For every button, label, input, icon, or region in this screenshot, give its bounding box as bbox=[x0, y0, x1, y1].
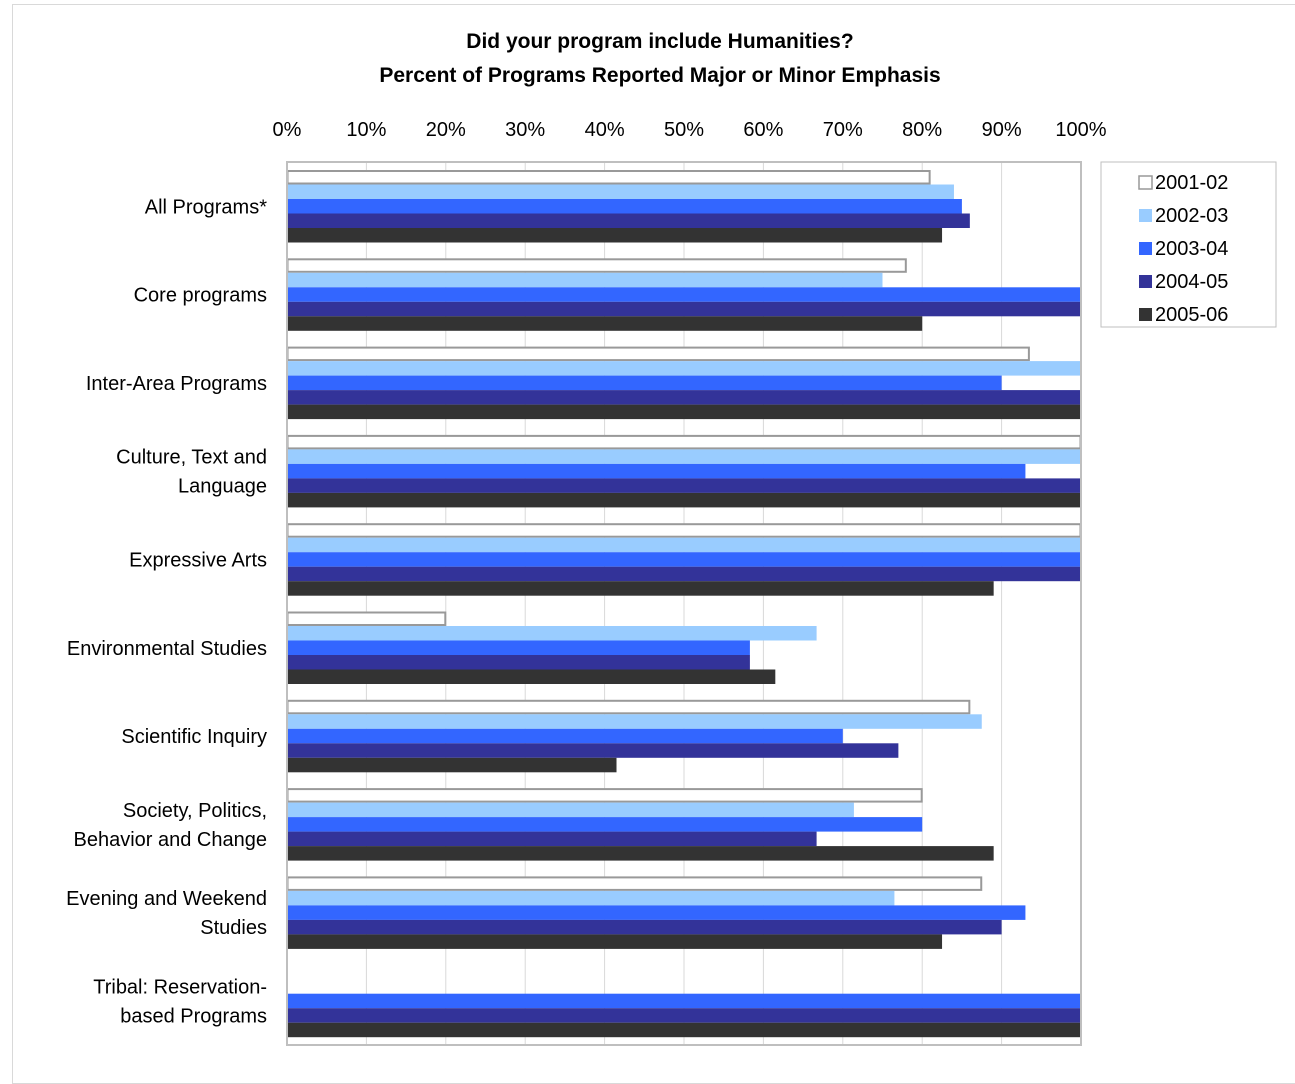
category-label: Core programs bbox=[134, 285, 267, 307]
legend-label-2003-04: 2003-04 bbox=[1155, 238, 1228, 260]
bar-2002-03-8 bbox=[287, 802, 854, 818]
bar-2005-06-4 bbox=[287, 492, 1081, 508]
bar-2004-05-8 bbox=[287, 831, 817, 847]
bar-2001-02-2 bbox=[286, 258, 907, 273]
bar-2005-06-7 bbox=[287, 757, 617, 773]
bar-2005-06-1 bbox=[287, 228, 943, 243]
bar-2004-05-7 bbox=[287, 743, 899, 758]
legend-label-2004-05: 2004-05 bbox=[1155, 271, 1228, 293]
bar-2004-05-1 bbox=[287, 213, 970, 228]
category-label: Evening and Weekend bbox=[66, 888, 267, 910]
chart-title-line-2: Percent of Programs Reported Major or Mi… bbox=[379, 64, 940, 87]
legend-label-2005-06: 2005-06 bbox=[1155, 304, 1228, 326]
bar-2002-03-6 bbox=[287, 626, 817, 641]
bar-2005-06-5 bbox=[287, 581, 994, 596]
bar-2004-05-2 bbox=[287, 301, 1081, 317]
legend: 2001-02 2002-03 2003-04 2004-05 2005-06 bbox=[1100, 161, 1277, 328]
bar-2002-03-1 bbox=[287, 184, 954, 199]
bar-2004-05-9 bbox=[287, 919, 1002, 935]
x-tick-label: 100% bbox=[1055, 119, 1106, 141]
category-label: Behavior and Change bbox=[74, 829, 267, 851]
bar-2004-05-10 bbox=[287, 1008, 1081, 1023]
legend-label-2002-03: 2002-03 bbox=[1155, 205, 1228, 227]
bar-2003-04-5 bbox=[287, 552, 1081, 567]
x-tick-label: 80% bbox=[902, 119, 942, 141]
category-label: Tribal: Reservation- bbox=[93, 976, 267, 998]
bar-2003-04-9 bbox=[287, 905, 1026, 920]
x-tick-label: 10% bbox=[346, 119, 386, 141]
bar-2005-06-10 bbox=[287, 1022, 1081, 1038]
bar-2004-05-4 bbox=[287, 478, 1081, 493]
bar-2005-06-8 bbox=[287, 846, 994, 861]
bar-2005-06-3 bbox=[287, 404, 1081, 420]
bar-2001-02-6 bbox=[286, 611, 447, 626]
chart-title-line-1: Did your program include Humanities? bbox=[466, 30, 853, 53]
bar-2001-02-9 bbox=[286, 876, 983, 891]
bar-2005-06-2 bbox=[287, 316, 923, 331]
bar-2003-04-10 bbox=[287, 993, 1081, 1009]
bars bbox=[286, 170, 1082, 1038]
x-tick-label: 70% bbox=[823, 119, 863, 141]
x-tick-label: 60% bbox=[743, 119, 783, 141]
x-tick-label: 40% bbox=[585, 119, 625, 141]
bar-2003-04-8 bbox=[287, 817, 923, 832]
bar-2004-05-6 bbox=[287, 655, 750, 670]
category-label: All Programs* bbox=[145, 196, 267, 218]
bar-2001-02-1 bbox=[286, 170, 931, 185]
bar-2003-04-6 bbox=[287, 640, 750, 655]
bar-2003-04-7 bbox=[287, 728, 843, 744]
legend-swatch-2001-02 bbox=[1138, 175, 1153, 190]
x-tick-label: 50% bbox=[664, 119, 704, 141]
bar-2001-02-3 bbox=[286, 346, 1030, 362]
category-label: Culture, Text and bbox=[116, 447, 267, 469]
x-axis-tick-labels: 0% 10% 20% 30% 40% 50% 60% 70% 80% 90% 100% bbox=[273, 119, 1107, 141]
x-tick-label: 20% bbox=[426, 119, 466, 141]
legend-swatch-2004-05 bbox=[1139, 275, 1152, 288]
bar-2005-06-9 bbox=[287, 934, 943, 949]
bar-2002-03-3 bbox=[287, 361, 1081, 376]
bar-2002-03-9 bbox=[287, 890, 895, 906]
category-label: Society, Politics, bbox=[123, 800, 267, 822]
bar-2002-03-7 bbox=[287, 714, 982, 729]
bar-2005-06-6 bbox=[287, 669, 776, 684]
legend-swatch-2002-03 bbox=[1139, 209, 1152, 222]
category-label: Studies bbox=[200, 917, 267, 939]
bar-2002-03-2 bbox=[287, 272, 883, 288]
legend-box bbox=[1100, 161, 1277, 328]
bar-2003-04-2 bbox=[287, 287, 1081, 302]
category-label: Inter-Area Programs bbox=[86, 373, 267, 395]
bar-2004-05-5 bbox=[287, 566, 1081, 582]
category-label: Environmental Studies bbox=[67, 638, 267, 660]
bar-2004-05-3 bbox=[287, 390, 1081, 405]
x-tick-label: 30% bbox=[505, 119, 545, 141]
chart-title: Did your program include Humanities? Per… bbox=[379, 30, 940, 87]
plot-area-border bbox=[286, 161, 1082, 1046]
legend-swatch-2005-06 bbox=[1139, 308, 1152, 321]
bar-2002-03-5 bbox=[287, 537, 1081, 553]
bar-2001-02-8 bbox=[286, 788, 923, 803]
bar-2003-04-4 bbox=[287, 463, 1026, 479]
x-tick-label: 90% bbox=[982, 119, 1022, 141]
legend-swatch-2003-04 bbox=[1139, 242, 1152, 255]
bar-2003-04-3 bbox=[287, 375, 1002, 391]
category-label: Language bbox=[178, 476, 267, 498]
legend-label-2001-02: 2001-02 bbox=[1155, 172, 1228, 194]
category-label: Scientific Inquiry bbox=[121, 726, 267, 748]
category-label: based Programs bbox=[120, 1005, 267, 1027]
bar-2001-02-7 bbox=[286, 699, 971, 715]
category-labels: All Programs* Core programs Inter-Area Pro… bbox=[66, 196, 267, 1027]
bar-2001-02-4 bbox=[286, 434, 1082, 450]
category-label: Expressive Arts bbox=[129, 549, 267, 571]
bar-2001-02-5 bbox=[286, 523, 1082, 538]
bar-2002-03-4 bbox=[287, 449, 1081, 464]
x-tick-label: 0% bbox=[273, 119, 302, 141]
bar-2003-04-1 bbox=[287, 199, 962, 214]
